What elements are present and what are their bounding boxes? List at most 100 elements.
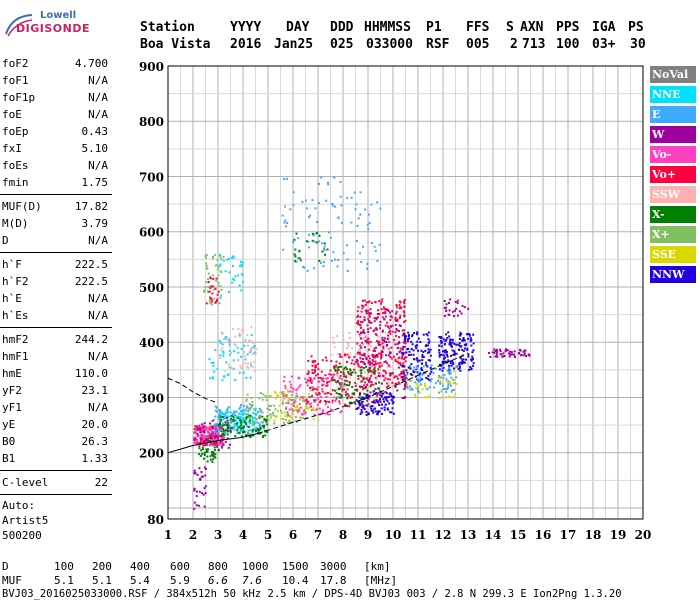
param-name: foF2: [2, 57, 29, 70]
echo-point: [391, 324, 394, 327]
echo-point: [276, 410, 279, 413]
echo-point: [266, 431, 269, 434]
echo-point: [391, 330, 394, 333]
echo-point: [372, 389, 375, 392]
echo-point: [361, 396, 364, 399]
echo-point: [373, 320, 376, 323]
echo-point: [242, 427, 245, 430]
echo-point: [464, 344, 467, 347]
echo-point: [268, 395, 271, 398]
echo-point: [447, 359, 450, 362]
echo-point: [338, 402, 341, 405]
echo-point: [289, 386, 292, 389]
echo-point: [315, 408, 318, 411]
echo-point: [221, 415, 224, 418]
echo-point: [415, 386, 418, 389]
echo-point: [203, 457, 206, 460]
echo-point: [346, 380, 349, 383]
echo-point: [443, 314, 446, 317]
echo-point: [425, 364, 428, 367]
echo-point: [229, 431, 232, 434]
echo-point: [236, 415, 239, 418]
echo-point: [234, 435, 237, 438]
echo-point: [242, 408, 245, 411]
echo-point: [223, 375, 226, 378]
echo-point: [383, 340, 386, 343]
echo-point: [449, 362, 452, 365]
echo-point: [231, 281, 234, 284]
echo-point: [296, 409, 299, 412]
echo-point: [427, 341, 430, 344]
echo-point: [248, 408, 251, 411]
echo-point: [288, 415, 291, 418]
echo-point: [311, 232, 314, 235]
footer-value: 10.4: [282, 574, 309, 587]
echo-point: [384, 315, 387, 318]
echo-point: [422, 365, 425, 368]
echo-point: [299, 406, 302, 409]
echo-point: [219, 270, 222, 273]
echo-point: [259, 392, 262, 395]
header-value: 025: [330, 37, 354, 52]
echo-point: [419, 378, 422, 381]
echo-point: [239, 365, 242, 368]
echo-point: [442, 362, 445, 365]
echo-point: [496, 348, 499, 351]
echo-point: [209, 296, 212, 299]
echo-point: [230, 351, 233, 354]
echo-point: [380, 357, 383, 360]
echo-point: [356, 389, 359, 392]
param-row: B0 26.3: [0, 433, 112, 450]
echo-point: [207, 435, 210, 438]
echo-point: [391, 402, 394, 405]
echo-point: [306, 379, 309, 382]
echo-point: [384, 390, 387, 393]
echo-point: [403, 302, 406, 305]
echo-point: [327, 183, 330, 186]
echo-point: [204, 426, 207, 429]
echo-point: [294, 415, 297, 418]
echo-point: [406, 348, 409, 351]
echo-point: [337, 216, 340, 219]
footer-value: 5.9: [170, 574, 190, 587]
echo-point: [363, 366, 366, 369]
echo-point: [221, 441, 224, 444]
echo-point: [336, 386, 339, 389]
header-label: Station: [140, 20, 195, 35]
echo-point: [311, 386, 314, 389]
echo-point: [441, 350, 444, 353]
echo-point: [384, 312, 387, 315]
echo-point: [312, 407, 315, 410]
echo-point: [308, 403, 311, 406]
echo-point: [215, 435, 218, 438]
echo-point: [419, 341, 422, 344]
echo-point: [212, 277, 215, 280]
echo-point: [326, 392, 329, 395]
echo-point: [206, 278, 209, 281]
echo-point: [343, 383, 346, 386]
echo-point: [414, 345, 417, 348]
echo-point: [367, 412, 370, 415]
echo-point: [274, 397, 277, 400]
echo-point: [219, 285, 222, 288]
echo-point: [447, 331, 450, 334]
echo-point: [396, 306, 399, 309]
echo-point: [357, 306, 360, 309]
echo-point: [221, 346, 224, 349]
echo-point: [342, 252, 345, 255]
echo-point: [219, 410, 222, 413]
echo-point: [444, 306, 447, 309]
echo-point: [348, 384, 351, 387]
echo-point: [199, 454, 202, 457]
echo-point: [209, 422, 212, 425]
x-tick-label: 4: [239, 528, 247, 542]
echo-point: [389, 325, 392, 328]
echo-point: [302, 396, 305, 399]
echo-point: [236, 346, 239, 349]
echo-point: [345, 388, 348, 391]
echo-point: [412, 370, 415, 373]
echo-point: [448, 309, 451, 312]
echo-point: [286, 412, 289, 415]
echo-point: [511, 353, 514, 356]
echo-point: [507, 352, 510, 355]
